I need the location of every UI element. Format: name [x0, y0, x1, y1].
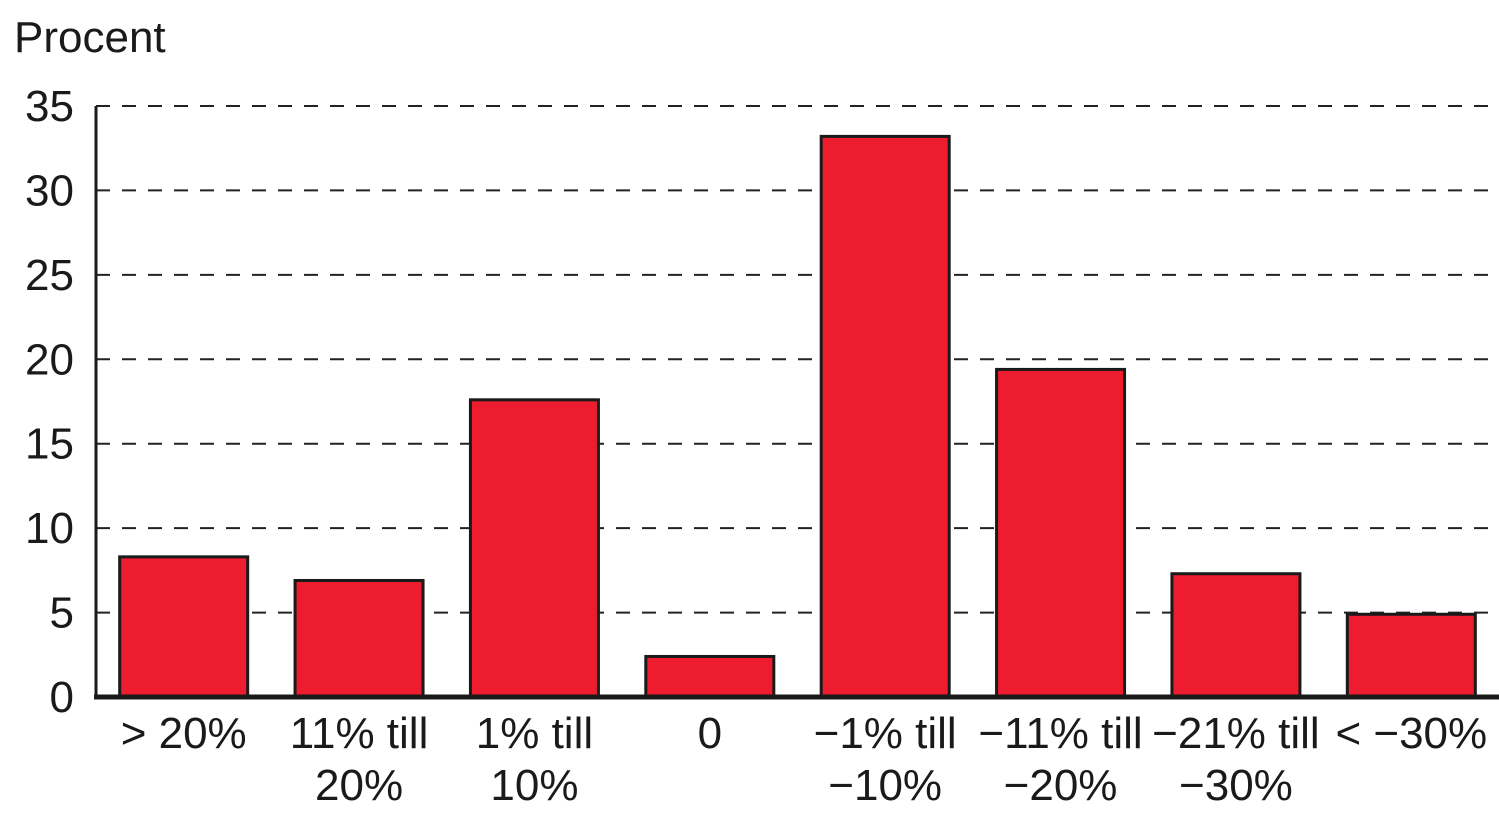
bar-4: [819, 134, 951, 699]
x-tick-label-line: 10%: [490, 761, 578, 808]
x-tick-labels: > 20% 11% till 20%1% till 10%0 −1% till −10%−…: [121, 709, 1487, 810]
x-tick-label-line: 20%: [315, 761, 403, 808]
bar-5: [995, 367, 1127, 699]
x-tick-label-1: 11% till 20%: [290, 709, 429, 808]
gridlines: [96, 105, 1499, 614]
bar-3: [644, 654, 776, 699]
x-tick-label-line: < −30%: [1335, 709, 1487, 758]
x-tick-label-line: −30%: [1179, 761, 1293, 808]
bars: [118, 134, 1477, 699]
y-tick-label-30: 30: [25, 166, 74, 215]
x-tick-label-0: > 20%: [121, 709, 247, 758]
x-tick-label-line: > 20%: [121, 709, 247, 758]
x-tick-label-line: −21% till: [1152, 709, 1320, 758]
x-tick-label-line: −11% till: [978, 709, 1142, 758]
x-tick-label-6: −21% till −30%: [1152, 709, 1320, 808]
x-tick-label-line: −20%: [1004, 761, 1118, 808]
y-tick-label-0: 0: [50, 673, 74, 722]
x-tick-label-5: −11% till −20%: [978, 709, 1142, 808]
x-tick-label-line: 11% till: [290, 709, 429, 758]
x-tick-label-line: 1% till: [476, 709, 593, 758]
y-tick-labels: 0 5 10 15 20 25 30 35: [25, 82, 74, 722]
x-tick-label-3: 0: [698, 709, 722, 758]
y-tick-label-35: 35: [25, 82, 74, 131]
axes: [94, 106, 1499, 700]
bar-2: [468, 398, 600, 699]
y-axis-title: Procent: [14, 13, 166, 62]
x-tick-label-7: < −30%: [1335, 709, 1487, 758]
bar-6: [1170, 572, 1302, 699]
x-tick-label-line: −10%: [828, 761, 942, 808]
bar-0: [118, 555, 250, 699]
y-tick-label-5: 5: [50, 589, 74, 638]
bar-7: [1345, 612, 1477, 699]
x-tick-label-2: 1% till 10%: [476, 709, 593, 808]
x-tick-label-line: 0: [698, 709, 722, 758]
y-tick-label-25: 25: [25, 251, 74, 300]
bar-1: [293, 578, 425, 699]
x-tick-label-4: −1% till −10%: [814, 709, 957, 808]
y-tick-label-15: 15: [25, 420, 74, 469]
y-tick-label-10: 10: [25, 504, 74, 553]
x-tick-label-line: −1% till: [814, 709, 957, 758]
y-tick-label-20: 20: [25, 335, 74, 384]
